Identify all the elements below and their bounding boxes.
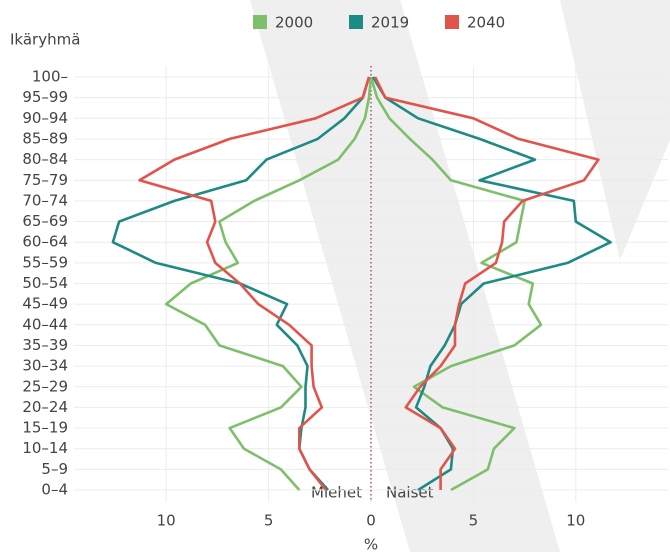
y-tick-label: 60–64	[22, 233, 68, 251]
men-label: Miehet	[311, 484, 362, 502]
y-tick-label: 15–19	[22, 419, 68, 437]
y-tick-label: 35–39	[22, 336, 68, 354]
legend-label: 2000	[275, 14, 313, 32]
legend-label: 2019	[371, 14, 409, 32]
y-tick-label: 25–29	[22, 377, 68, 395]
y-tick-label: 75–79	[22, 171, 68, 189]
y-tick-label: 55–59	[22, 253, 68, 271]
line-men	[138, 76, 371, 491]
y-tick-label: 5–9	[41, 460, 68, 478]
legend-swatch	[349, 15, 363, 29]
x-tick-label: 0	[366, 512, 376, 530]
watermark	[560, 0, 670, 260]
y-tick-label: 95–99	[22, 88, 68, 106]
legend-swatch	[445, 15, 459, 29]
x-tick-label: 5	[264, 512, 274, 530]
y-tick-label: 0–4	[41, 481, 68, 499]
y-tick-label: 20–24	[22, 398, 68, 416]
x-tick-label: 10	[157, 512, 176, 530]
y-tick-label: 50–54	[22, 274, 68, 292]
watermark	[250, 0, 560, 552]
line-women	[373, 76, 600, 490]
y-tick-label: 10–14	[22, 439, 68, 457]
legend-swatch	[253, 15, 267, 29]
y-tick-label: 65–69	[22, 212, 68, 230]
y-tick-label: 80–84	[22, 150, 68, 168]
x-tick-label: 5	[469, 512, 479, 530]
legend-label: 2040	[467, 14, 505, 32]
y-tick-label: 30–34	[22, 357, 68, 375]
y-tick-label: 85–89	[22, 129, 68, 147]
y-tick-label: 40–44	[22, 315, 68, 333]
y-axis-label: Ikäryhmä	[10, 31, 80, 49]
y-tick-label: 45–49	[22, 295, 68, 313]
y-tick-label: 100–	[32, 68, 68, 86]
y-tick-label: 70–74	[22, 191, 68, 209]
line-men	[164, 76, 373, 491]
x-axis-label: %	[364, 536, 378, 552]
y-tick-label: 90–94	[22, 109, 68, 127]
line-women	[371, 76, 612, 492]
x-tick-label: 10	[566, 512, 585, 530]
line-women	[369, 76, 543, 492]
